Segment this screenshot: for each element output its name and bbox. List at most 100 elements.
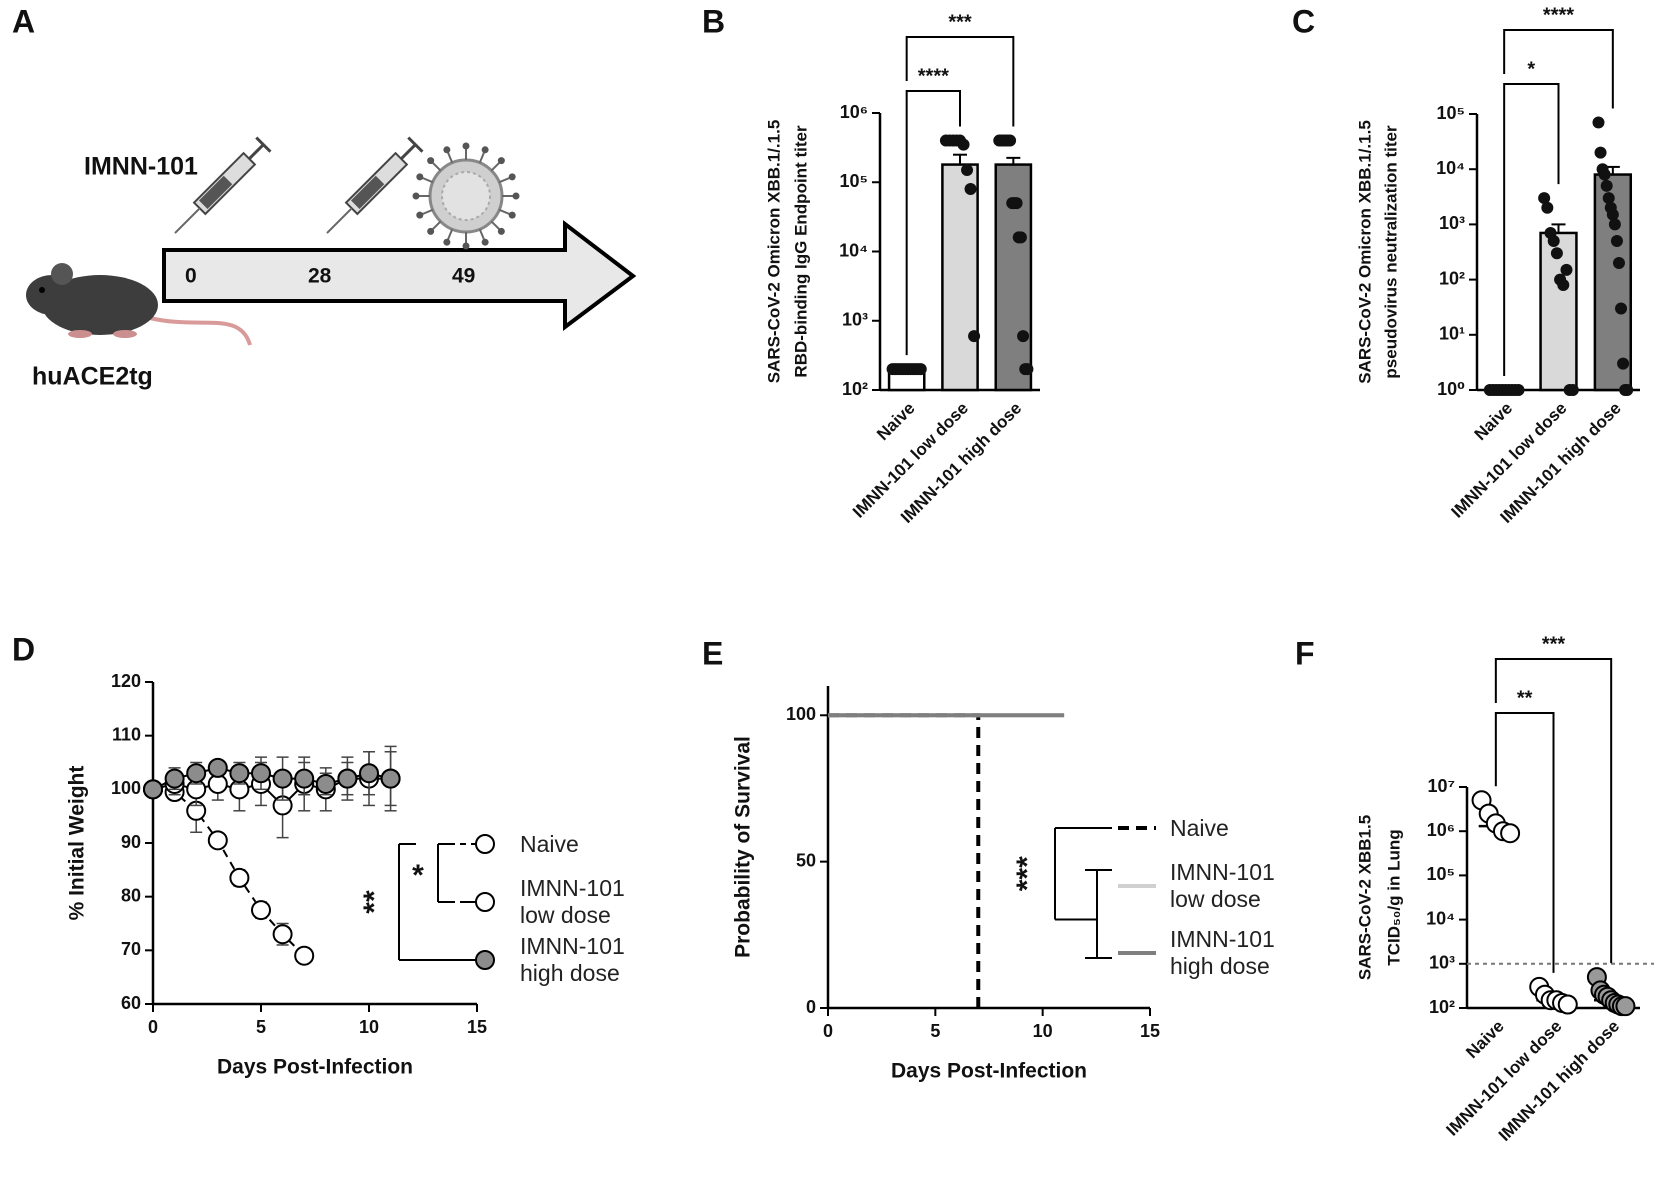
- y-axis-label: SARS-CoV-2 XBB1.5: [1355, 815, 1374, 980]
- significance-bracket: [905, 90, 961, 356]
- data-point: [1004, 134, 1017, 147]
- significance-label: ***: [948, 11, 972, 33]
- legend-label: IMNN-101 high dose: [520, 933, 625, 986]
- y-tick-label: 10⁴: [1436, 158, 1465, 178]
- data-point: [1608, 218, 1621, 231]
- panel-label: E: [702, 635, 723, 671]
- x-axis-label: Days Post-Infection: [217, 1056, 413, 1079]
- data-point: [961, 164, 974, 177]
- x-axis-label: Days Post-Infection: [891, 1060, 1087, 1083]
- data-point: [1014, 231, 1027, 244]
- virus-spike: [490, 161, 501, 172]
- y-tick-label: 10⁵: [840, 171, 868, 191]
- data-point: [1557, 994, 1578, 1015]
- data-point: [1500, 823, 1521, 844]
- syringe: [326, 136, 424, 234]
- bar: [941, 163, 979, 392]
- legend-swatch: [475, 950, 495, 970]
- y-tick-label: 10⁵: [1427, 864, 1455, 884]
- y-tick-label: 50: [796, 850, 816, 870]
- y-tick-label: 10⁴: [1426, 908, 1455, 928]
- data-point: [1594, 146, 1607, 159]
- significance-label: ***: [1542, 633, 1566, 655]
- data-point: [207, 830, 228, 851]
- y-tick-label: 100: [786, 704, 816, 724]
- virus-spike-tip: [416, 173, 424, 181]
- data-point: [251, 900, 271, 921]
- x-tick-label: 10: [359, 1017, 379, 1037]
- virus-spike-tip: [481, 146, 489, 154]
- legend-label: IMNN-101 low dose: [520, 875, 625, 928]
- y-tick-label: 10²: [1429, 997, 1455, 1017]
- y-tick-label: 10²: [1439, 268, 1465, 288]
- y-tick-label: 70: [121, 939, 141, 959]
- y-tick-label: 110: [112, 724, 141, 744]
- model-label: huACE2tg: [32, 363, 153, 391]
- y-axis-label: SARS-CoV-2 Omicron XBB.1/.1.5: [764, 120, 783, 384]
- data-point: [957, 138, 970, 151]
- virus-spike-tip: [412, 192, 420, 200]
- significance-label: ****: [1543, 4, 1574, 26]
- virus-spike: [478, 151, 486, 164]
- day-label: 0: [185, 265, 197, 288]
- y-tick-label: 120: [111, 671, 141, 691]
- data-point: [1602, 192, 1615, 205]
- data-point: [914, 363, 927, 376]
- y-tick-label: 0: [806, 997, 816, 1017]
- y-tick-label: 90: [121, 832, 141, 852]
- y-tick-label: 100: [111, 778, 141, 798]
- x-tick-label: Naive: [873, 399, 919, 445]
- data-point: [1615, 302, 1628, 315]
- virus-spike: [490, 220, 501, 231]
- data-point: [968, 330, 981, 343]
- y-tick-label: 60: [121, 993, 141, 1013]
- data-point: [337, 768, 358, 789]
- data-point: [1560, 263, 1573, 276]
- data-point: [1592, 116, 1605, 129]
- virus-spike: [498, 176, 511, 184]
- virus-spike: [446, 228, 454, 241]
- y-tick-label: 10³: [1429, 953, 1455, 973]
- x-tick-label: 0: [148, 1017, 158, 1037]
- data-point: [1547, 235, 1560, 248]
- virus-spike-tip: [508, 211, 516, 219]
- legend-label: IMNN-101 low dose: [1170, 859, 1275, 912]
- data-point: [1598, 168, 1611, 181]
- virus-spike-tip: [497, 227, 505, 235]
- day-label: 28: [308, 265, 332, 288]
- significance-label: **: [1517, 687, 1533, 709]
- data-point: [294, 768, 315, 789]
- virus-spike: [431, 161, 442, 172]
- data-point: [1606, 208, 1619, 221]
- y-tick-label: 10⁴: [839, 240, 868, 260]
- data-point: [1021, 363, 1034, 376]
- virus-spike: [421, 208, 434, 216]
- virus-spike-tip: [443, 238, 451, 246]
- data-point: [1017, 330, 1030, 343]
- y-tick-label: 10⁰: [1437, 379, 1465, 399]
- mouse: [26, 263, 252, 346]
- data-point: [1600, 179, 1613, 192]
- treatment-label: IMNN-101: [84, 153, 198, 181]
- data-point: [251, 763, 271, 784]
- legend-swatch: [475, 892, 495, 912]
- virus-spike: [498, 208, 511, 216]
- y-axis-label: RBD-binding IgG Endpoint titer: [791, 125, 810, 378]
- syringe: [174, 136, 272, 234]
- data-point: [1612, 256, 1625, 269]
- data-point: [186, 763, 207, 784]
- y-tick-label: 10²: [842, 379, 868, 399]
- virus-spike-tip: [462, 242, 470, 250]
- data-point: [1541, 201, 1554, 214]
- y-axis-label: TCID₅₀/g in Lung: [1384, 829, 1403, 965]
- data-point: [229, 867, 250, 888]
- y-tick-label: 10⁷: [1428, 776, 1455, 796]
- y-axis-label: SARS-CoV-2 Omicron XBB.1/.1.5: [1355, 120, 1374, 384]
- data-point: [1538, 192, 1551, 205]
- series-line: [828, 713, 981, 1008]
- y-tick-label: 10⁵: [1437, 103, 1465, 123]
- y-axis-label: pseudovirus neutralization titer: [1381, 125, 1400, 379]
- x-tick-label: 15: [1140, 1021, 1160, 1041]
- data-point: [1615, 996, 1636, 1017]
